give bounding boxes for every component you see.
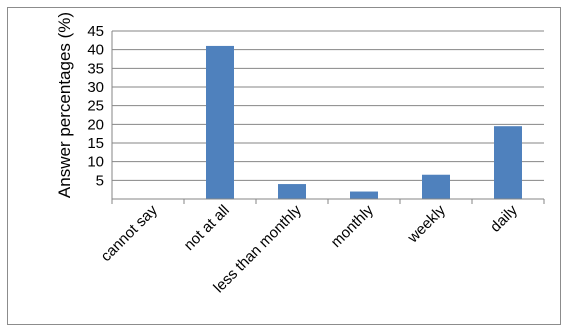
x-category-label: cannot say bbox=[98, 201, 162, 265]
y-tick-label: 35 bbox=[87, 60, 104, 77]
y-tick-label: 40 bbox=[87, 42, 104, 59]
y-tick-label: 15 bbox=[87, 135, 104, 152]
gridlines bbox=[112, 30, 544, 181]
y-tick-label: 30 bbox=[87, 79, 104, 96]
axes bbox=[111, 31, 545, 204]
bar-daily bbox=[494, 126, 522, 199]
y-tick-label: 5 bbox=[96, 172, 104, 189]
x-category-label: not at all bbox=[181, 202, 233, 254]
bar-less-than-monthly bbox=[278, 184, 306, 199]
x-category-label: monthly bbox=[328, 201, 378, 251]
bar-not-at-all bbox=[206, 45, 234, 199]
y-tick-label: 10 bbox=[87, 154, 104, 171]
y-tick-label: 20 bbox=[87, 116, 104, 133]
x-category-label: daily bbox=[487, 201, 521, 235]
chart-frame bbox=[7, 7, 561, 325]
y-axis-title: Answer percentages (%) bbox=[55, 12, 74, 198]
bar-weekly bbox=[422, 174, 450, 199]
bar-monthly bbox=[350, 191, 378, 199]
y-tick-label: 45 bbox=[87, 23, 104, 40]
bars bbox=[206, 45, 522, 199]
x-category-label: weekly bbox=[404, 201, 450, 247]
y-tick-label: 25 bbox=[87, 98, 104, 115]
